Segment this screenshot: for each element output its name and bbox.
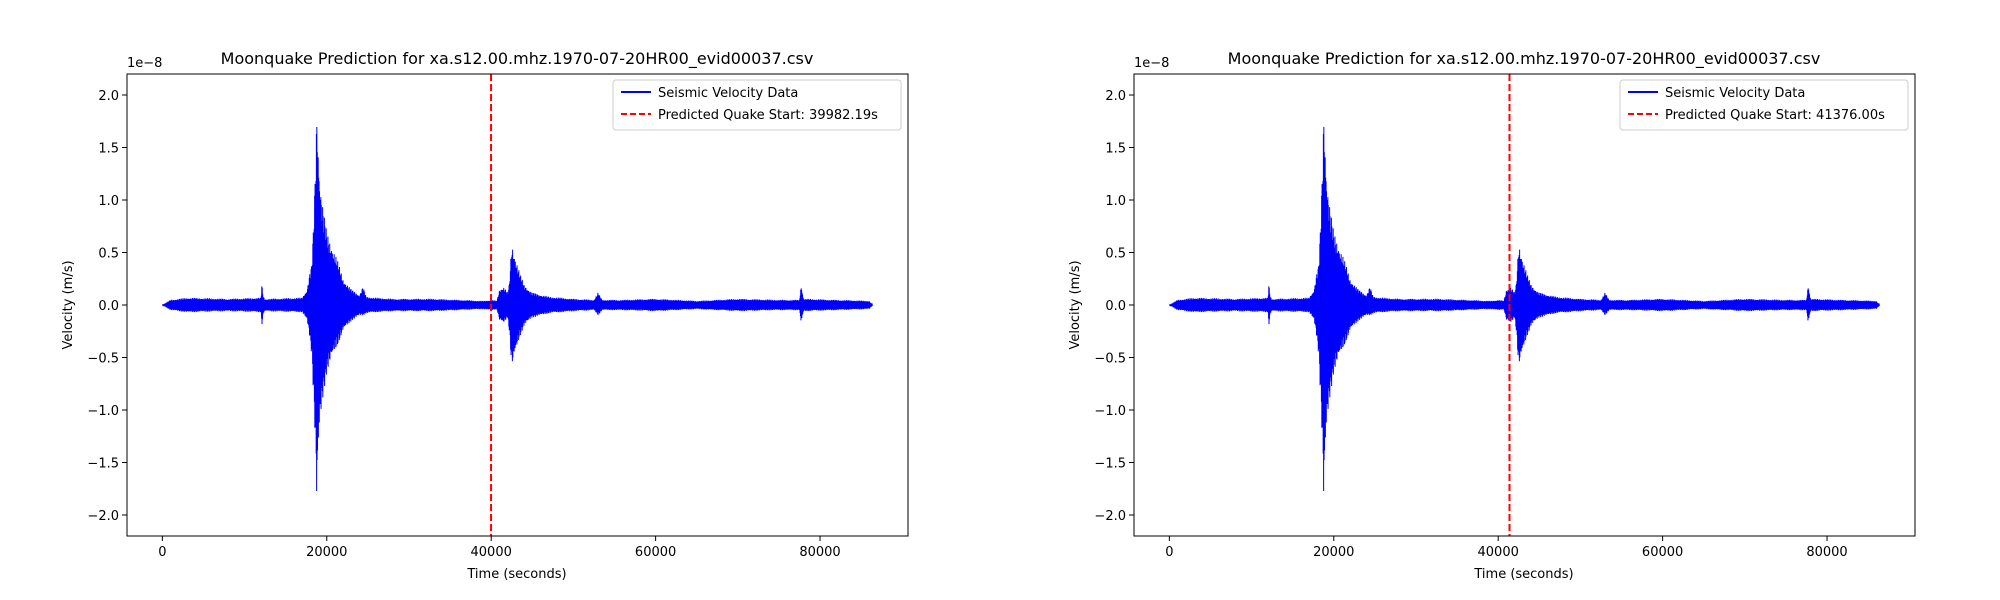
seismic-velocity-series bbox=[162, 127, 874, 491]
legend-label-predicted-quake: Predicted Quake Start: 39982.19s bbox=[658, 108, 878, 123]
legend-box bbox=[1619, 79, 1909, 131]
x-tick-label: 80000 bbox=[799, 545, 840, 560]
chart-right: Moonquake Prediction for xa.s12.00.mhz.1… bbox=[1068, 49, 1916, 582]
legend-label-seismic-velocity: Seismic Velocity Data bbox=[658, 86, 798, 101]
x-tick-label: 60000 bbox=[1642, 545, 1683, 560]
x-tick-label: 40000 bbox=[1478, 545, 1519, 560]
x-tick-label: 80000 bbox=[1806, 545, 1847, 560]
y-tick-label: 1.0 bbox=[98, 194, 119, 209]
chart-title: Moonquake Prediction for xa.s12.00.mhz.1… bbox=[1228, 49, 1821, 69]
y-tick-label: 0.0 bbox=[98, 299, 119, 314]
y-tick-label: 0.0 bbox=[1105, 299, 1126, 314]
y-tick-label: 1.0 bbox=[1105, 194, 1126, 209]
x-tick-label: 0 bbox=[1165, 545, 1173, 560]
x-axis-label: Time (seconds) bbox=[1473, 567, 1573, 582]
x-tick-label: 20000 bbox=[1313, 545, 1354, 560]
y-offset-label: 1e−8 bbox=[1134, 56, 1169, 71]
y-tick-label: −1.5 bbox=[1094, 457, 1126, 472]
legend-label-seismic-velocity: Seismic Velocity Data bbox=[1665, 86, 1805, 101]
x-tick-label: 40000 bbox=[471, 545, 512, 560]
legend-box bbox=[612, 79, 902, 131]
y-tick-label: 1.5 bbox=[98, 142, 119, 157]
x-tick-label: 20000 bbox=[306, 545, 347, 560]
y-tick-label: −2.0 bbox=[1094, 509, 1126, 524]
y-tick-label: −0.5 bbox=[1094, 352, 1126, 367]
y-ticks: −2.0 −1.5 −1.0 −0.5 0.0 0.5 1.0 1.5 2.0 bbox=[87, 89, 127, 524]
y-tick-label: −1.0 bbox=[87, 404, 119, 419]
y-offset-label: 1e−8 bbox=[127, 56, 162, 71]
x-axis-label: Time (seconds) bbox=[466, 567, 566, 582]
plot-frame bbox=[126, 73, 909, 537]
y-axis-label: Velocity (m/s) bbox=[1068, 260, 1083, 349]
y-tick-label: −1.5 bbox=[87, 457, 119, 472]
seismic-velocity-series bbox=[1169, 127, 1881, 491]
x-tick-label: 60000 bbox=[635, 545, 676, 560]
y-tick-label: −2.0 bbox=[87, 509, 119, 524]
y-ticks: −2.0 −1.5 −1.0 −0.5 0.0 0.5 1.0 1.5 2.0 bbox=[1094, 89, 1134, 524]
y-tick-label: 0.5 bbox=[98, 247, 119, 262]
x-ticks: 0 20000 40000 60000 80000 bbox=[1165, 536, 1848, 560]
x-ticks: 0 20000 40000 60000 80000 bbox=[158, 536, 841, 560]
x-tick-label: 0 bbox=[158, 545, 166, 560]
legend-label-predicted-quake: Predicted Quake Start: 41376.00s bbox=[1665, 108, 1885, 123]
y-axis-label: Velocity (m/s) bbox=[61, 260, 76, 349]
legend: Seismic Velocity Data Predicted Quake St… bbox=[612, 79, 902, 131]
y-tick-label: 1.5 bbox=[1105, 142, 1126, 157]
y-tick-label: −0.5 bbox=[87, 352, 119, 367]
plot-frame bbox=[1133, 73, 1916, 537]
y-tick-label: 2.0 bbox=[98, 89, 119, 104]
y-tick-label: 2.0 bbox=[1105, 89, 1126, 104]
y-tick-label: 0.5 bbox=[1105, 247, 1126, 262]
chart-left: Moonquake Prediction for xa.s12.00.mhz.1… bbox=[61, 49, 909, 582]
legend: Seismic Velocity Data Predicted Quake St… bbox=[1619, 79, 1909, 131]
y-tick-label: −1.0 bbox=[1094, 404, 1126, 419]
chart-title: Moonquake Prediction for xa.s12.00.mhz.1… bbox=[221, 49, 814, 69]
